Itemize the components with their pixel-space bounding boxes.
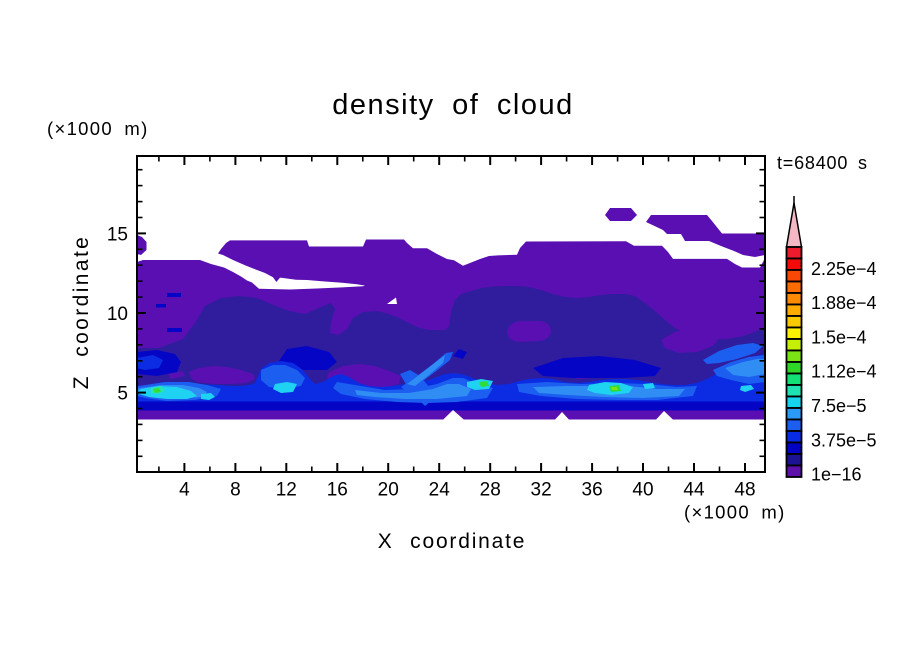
svg-text:1.12e−4: 1.12e−4 xyxy=(811,362,877,382)
svg-text:1.5e−4: 1.5e−4 xyxy=(811,328,867,348)
svg-text:1.88e−4: 1.88e−4 xyxy=(811,293,877,313)
svg-text:15: 15 xyxy=(107,224,128,245)
svg-text:(×1000 m): (×1000 m) xyxy=(684,502,786,523)
svg-text:(×1000 m): (×1000 m) xyxy=(47,118,149,139)
svg-text:2.25e−4: 2.25e−4 xyxy=(811,259,877,279)
svg-text:5: 5 xyxy=(117,384,128,405)
svg-text:12: 12 xyxy=(276,479,297,500)
svg-text:4: 4 xyxy=(179,479,190,500)
svg-text:28: 28 xyxy=(480,479,501,500)
svg-text:1e−16: 1e−16 xyxy=(811,465,862,485)
svg-text:44: 44 xyxy=(683,479,705,500)
svg-text:density of cloud: density of cloud xyxy=(332,89,574,121)
svg-text:36: 36 xyxy=(582,479,603,500)
svg-text:X coordinate: X coordinate xyxy=(378,530,527,553)
svg-text:40: 40 xyxy=(632,479,653,500)
svg-text:10: 10 xyxy=(107,304,128,325)
svg-text:3.75e−5: 3.75e−5 xyxy=(811,430,877,450)
svg-text:24: 24 xyxy=(429,479,451,500)
svg-text:Z coordinate: Z coordinate xyxy=(70,235,93,390)
svg-text:t=68400 s: t=68400 s xyxy=(777,153,868,173)
svg-text:20: 20 xyxy=(378,479,399,500)
svg-text:7.5e−5: 7.5e−5 xyxy=(811,396,867,416)
svg-text:16: 16 xyxy=(327,479,348,500)
svg-text:32: 32 xyxy=(531,479,552,500)
svg-text:48: 48 xyxy=(734,479,755,500)
svg-text:8: 8 xyxy=(230,479,241,500)
